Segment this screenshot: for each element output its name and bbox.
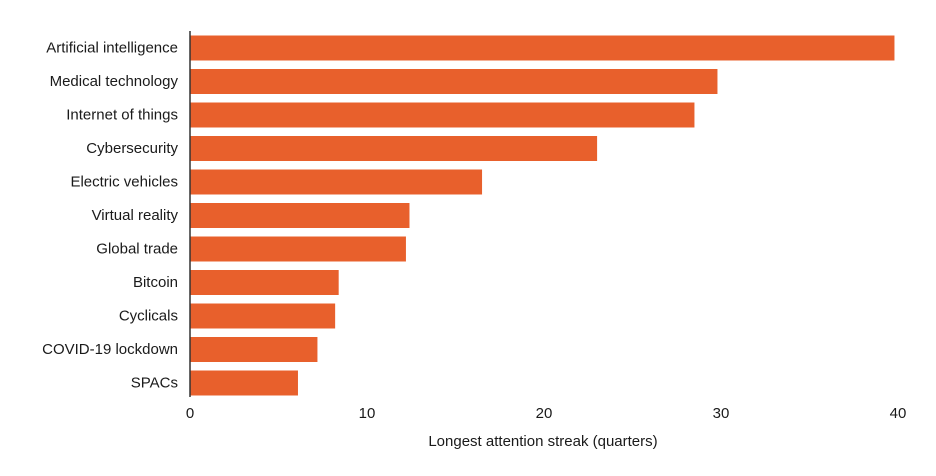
x-axis-ticks: 0 10 20 30 40 [186,405,907,422]
category-label: Virtual reality [92,207,179,224]
bar-artificial-intelligence [190,35,895,61]
bar-cyclicals [190,303,336,329]
category-label: Medical technology [50,73,179,90]
category-label: Bitcoin [133,274,178,291]
bar-internet-of-things [190,102,695,128]
bar-bitcoin [190,270,339,295]
x-tick-label: 0 [186,405,194,422]
category-label: Artificial intelligence [46,40,178,57]
bar-virtual-reality [190,203,410,228]
bar-global-trade [190,236,406,262]
bar-medical-technology [190,69,718,94]
category-label: Electric vehicles [70,174,178,191]
bar-covid-19-lockdown [190,337,318,362]
x-tick-label: 40 [890,405,907,422]
bar-electric-vehicles [190,169,483,195]
category-label: Global trade [96,241,178,258]
category-label: Cyclicals [119,308,178,325]
bars-layer [190,35,895,396]
category-label: Internet of things [66,107,178,124]
bar-cybersecurity [190,136,598,161]
category-label: Cybersecurity [86,140,178,157]
x-axis-title: Longest attention streak (quarters) [428,433,657,450]
category-label: COVID-19 lockdown [42,341,178,358]
category-label: SPACs [131,375,178,392]
bar-spacs [190,370,298,396]
x-tick-label: 30 [713,405,730,422]
x-tick-label: 20 [536,405,553,422]
category-labels: Artificial intelligence Medical technolog… [42,40,178,392]
x-tick-label: 10 [359,405,376,422]
